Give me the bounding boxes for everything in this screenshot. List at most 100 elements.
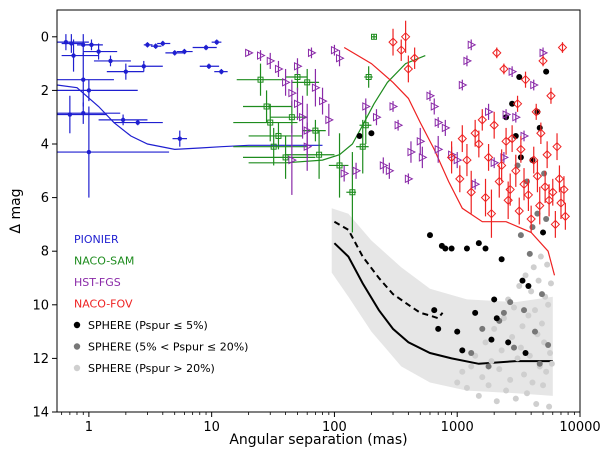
data-point bbox=[479, 325, 486, 332]
data-point bbox=[538, 56, 548, 66]
data-point bbox=[319, 96, 328, 106]
data-point bbox=[488, 336, 495, 343]
y-tick-label: 4 bbox=[41, 138, 49, 153]
data-point bbox=[263, 103, 270, 110]
data-point bbox=[71, 53, 76, 58]
data-point bbox=[407, 147, 417, 157]
data-point bbox=[182, 49, 187, 54]
data-point bbox=[434, 118, 444, 127]
data-point bbox=[528, 288, 535, 295]
data-point bbox=[463, 56, 473, 66]
data-point bbox=[523, 390, 530, 397]
data-point bbox=[475, 392, 482, 399]
data-point bbox=[545, 301, 552, 308]
data-point bbox=[522, 272, 529, 279]
data-point bbox=[356, 132, 363, 139]
data-point bbox=[304, 79, 311, 86]
data-point bbox=[542, 150, 552, 160]
legend-entry-1: NACO-SAM bbox=[74, 255, 134, 268]
data-point bbox=[531, 328, 538, 335]
y-tick-label: 8 bbox=[41, 245, 49, 260]
data-point bbox=[519, 179, 529, 189]
data-point bbox=[512, 395, 519, 402]
data-point bbox=[372, 112, 382, 122]
legend-entry-2: HST-FGS bbox=[74, 276, 121, 289]
data-point bbox=[403, 64, 414, 74]
data-point bbox=[531, 107, 541, 117]
data-point bbox=[544, 195, 554, 205]
data-point bbox=[545, 342, 552, 348]
data-point bbox=[499, 64, 509, 74]
data-point bbox=[362, 102, 371, 111]
data-point bbox=[535, 277, 542, 284]
data-point bbox=[325, 115, 334, 125]
data-point bbox=[177, 136, 182, 141]
data-point bbox=[490, 158, 500, 168]
data-point bbox=[474, 139, 484, 149]
data-point bbox=[533, 400, 540, 407]
data-point bbox=[468, 363, 475, 370]
data-point bbox=[538, 320, 545, 327]
data-point bbox=[459, 368, 466, 375]
data-point bbox=[517, 232, 524, 239]
data-point bbox=[541, 170, 548, 177]
series-0 bbox=[57, 34, 228, 198]
data-point bbox=[519, 277, 526, 284]
data-point bbox=[311, 83, 321, 93]
data-point bbox=[532, 171, 543, 181]
data-point bbox=[502, 110, 512, 119]
sphere-confidence-band bbox=[331, 208, 553, 396]
data-point bbox=[293, 61, 303, 71]
data-point bbox=[529, 224, 536, 231]
data-point bbox=[141, 64, 146, 69]
data-point bbox=[560, 211, 571, 222]
data-point bbox=[435, 325, 442, 332]
data-point bbox=[336, 53, 345, 63]
data-point bbox=[477, 115, 487, 125]
data-point bbox=[522, 350, 529, 357]
data-point bbox=[539, 48, 549, 58]
data-point bbox=[299, 112, 308, 122]
data-point bbox=[153, 43, 158, 49]
y-tick-label: 12 bbox=[32, 352, 49, 367]
y-tick-label: 14 bbox=[32, 406, 49, 421]
data-point bbox=[160, 41, 165, 46]
y-axis-label: Δ mag bbox=[8, 188, 24, 233]
legend-marker bbox=[73, 343, 81, 350]
data-point bbox=[316, 151, 323, 158]
data-point bbox=[462, 155, 472, 165]
data-point bbox=[86, 88, 92, 93]
data-point bbox=[479, 374, 486, 381]
data-point bbox=[492, 48, 502, 58]
data-point bbox=[548, 187, 558, 197]
data-point bbox=[219, 69, 224, 74]
data-point bbox=[282, 78, 291, 87]
data-point bbox=[514, 206, 524, 216]
data-point bbox=[507, 133, 517, 144]
data-point bbox=[512, 112, 521, 122]
data-point bbox=[288, 155, 297, 165]
data-point bbox=[463, 245, 470, 252]
data-point bbox=[540, 382, 547, 389]
data-point bbox=[482, 339, 489, 346]
data-point bbox=[480, 192, 491, 203]
data-point bbox=[145, 42, 150, 48]
data-point bbox=[409, 53, 420, 63]
data-point bbox=[510, 344, 517, 351]
data-point bbox=[455, 174, 465, 184]
y-tick-label: 2 bbox=[41, 84, 49, 99]
data-point bbox=[530, 80, 539, 90]
data-point bbox=[448, 245, 455, 252]
data-point bbox=[534, 210, 541, 217]
data-point bbox=[81, 42, 86, 48]
data-point bbox=[538, 291, 545, 298]
data-point bbox=[330, 45, 340, 55]
data-point bbox=[359, 143, 366, 150]
data-point bbox=[396, 45, 406, 55]
data-point bbox=[270, 143, 277, 150]
legend-entry-4: SPHERE (Pspur ≤ 5%) bbox=[88, 319, 208, 332]
data-point bbox=[540, 182, 550, 192]
data-point bbox=[389, 102, 399, 111]
data-point bbox=[501, 136, 511, 147]
